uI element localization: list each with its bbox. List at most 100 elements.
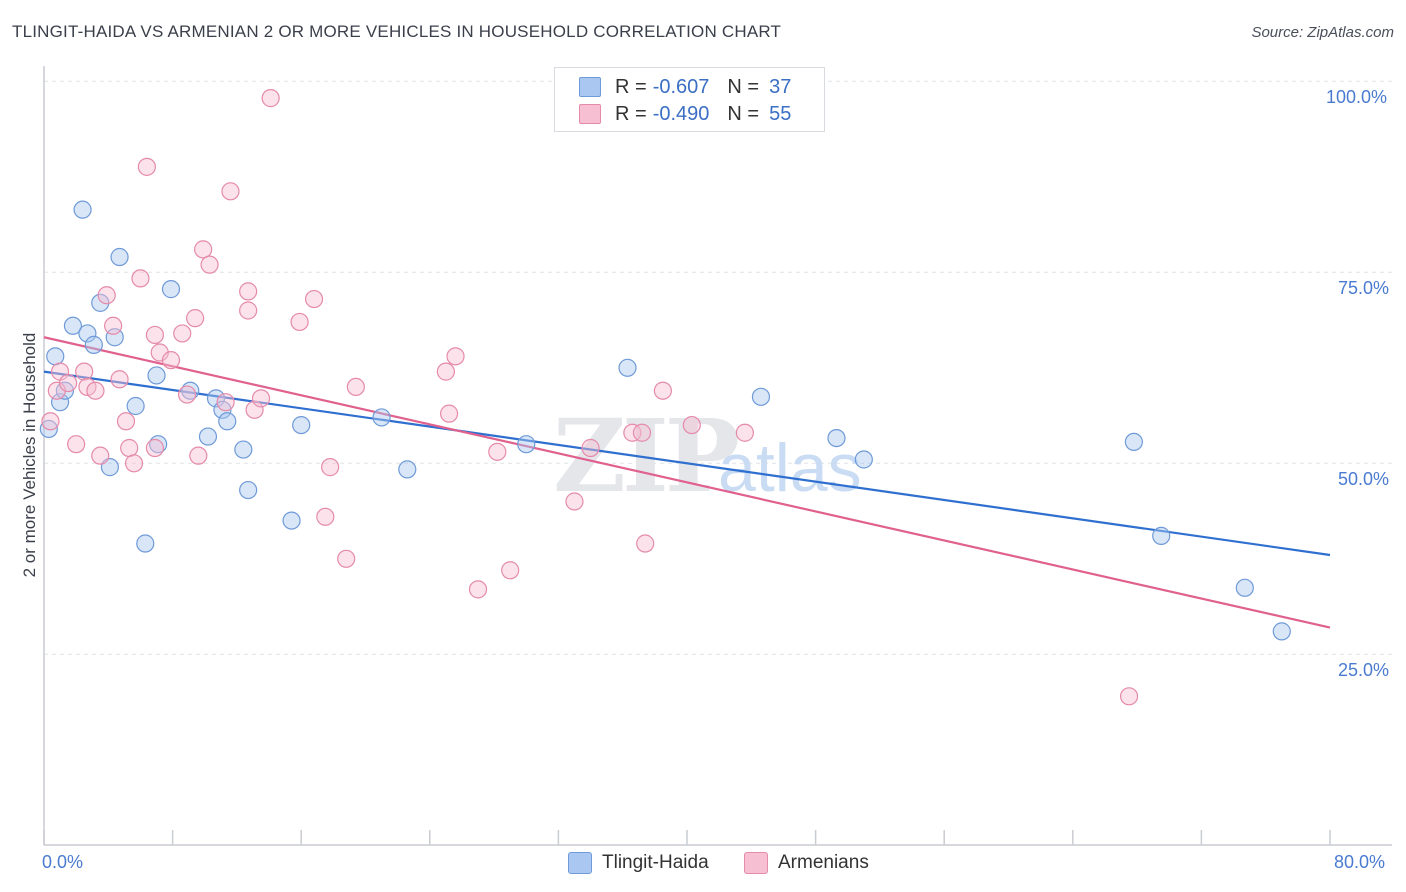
point-tlingit-haida xyxy=(198,427,218,446)
point-armenians xyxy=(1119,687,1139,706)
point-tlingit-haida xyxy=(50,393,70,412)
point-armenians xyxy=(304,289,324,309)
point-armenians xyxy=(316,507,335,526)
point-armenians xyxy=(200,255,219,274)
point-tlingit-haida xyxy=(161,280,181,299)
point-armenians xyxy=(145,438,165,458)
point-armenians xyxy=(653,381,672,400)
point-armenians xyxy=(436,362,455,381)
point-armenians xyxy=(682,416,701,435)
point-tlingit-haida xyxy=(218,412,237,431)
point-armenians xyxy=(581,438,600,458)
point-armenians xyxy=(251,389,271,408)
point-armenians xyxy=(632,423,652,442)
point-armenians xyxy=(86,381,105,400)
legend-item-armenians[interactable]: Armenians xyxy=(744,852,869,874)
point-armenians xyxy=(735,423,754,442)
point-armenians xyxy=(161,351,181,370)
point-tlingit-haida xyxy=(91,293,110,312)
chart-title: TLINGIT-HAIDA VS ARMENIAN 2 OR MORE VEHI… xyxy=(12,22,782,41)
point-armenians xyxy=(104,316,123,335)
legend-n-value: 37 xyxy=(769,75,792,98)
point-armenians xyxy=(131,269,150,288)
legend-r-label: R = xyxy=(615,75,647,98)
point-armenians xyxy=(346,377,365,396)
point-armenians xyxy=(186,309,205,328)
point-armenians xyxy=(245,400,264,419)
point-armenians xyxy=(97,286,116,305)
point-tlingit-haida xyxy=(827,428,846,448)
point-armenians xyxy=(116,412,136,431)
y-tick-75: 75.0% xyxy=(1338,278,1390,298)
trend-lines xyxy=(43,336,1331,629)
point-tlingit-haida xyxy=(1235,578,1254,597)
point-armenians xyxy=(446,347,465,366)
point-tlingit-haida xyxy=(46,347,65,366)
point-tlingit-haida xyxy=(1152,526,1171,545)
point-armenians xyxy=(636,534,655,553)
point-armenians xyxy=(216,393,235,412)
point-armenians xyxy=(488,442,507,461)
point-tlingit-haida xyxy=(105,328,124,347)
point-armenians xyxy=(177,385,197,404)
point-armenians xyxy=(239,282,258,301)
point-armenians xyxy=(59,373,78,393)
point-armenians xyxy=(67,435,86,454)
legend-row-tlingit: R = -0.607 N = 37 xyxy=(579,74,791,100)
point-armenians xyxy=(321,458,340,477)
legend-n-label: N = xyxy=(727,75,760,98)
legend-n-label: N = xyxy=(727,102,760,125)
point-tlingit-haida xyxy=(1272,622,1291,641)
point-armenians xyxy=(41,412,60,431)
point-tlingit-haida xyxy=(78,324,97,343)
point-tlingit-haida xyxy=(751,387,771,406)
legend-swatch-blue xyxy=(579,77,601,97)
point-armenians xyxy=(221,182,240,201)
point-armenians xyxy=(468,580,488,599)
legend-label: Armenians xyxy=(778,852,869,873)
point-tlingit-haida xyxy=(618,358,637,377)
point-tlingit-haida xyxy=(63,316,83,335)
point-tlingit-haida xyxy=(73,200,92,219)
legend-swatch-pink xyxy=(744,852,768,874)
point-tlingit-haida xyxy=(1124,432,1143,452)
point-armenians xyxy=(110,370,129,389)
point-tlingit-haida xyxy=(110,247,129,267)
source-credit: Source: ZipAtlas.com xyxy=(1251,24,1394,41)
y-tick-50: 50.0% xyxy=(1338,469,1390,489)
point-armenians xyxy=(565,492,584,511)
legend-swatch-blue xyxy=(568,852,592,874)
point-tlingit-haida xyxy=(854,450,873,469)
point-tlingit-haida xyxy=(126,396,145,416)
x-tick-min: 0.0% xyxy=(42,852,84,872)
gridlines xyxy=(44,80,1392,655)
point-armenians xyxy=(239,301,258,320)
legend-item-tlingit-haida[interactable]: Tlingit-Haida xyxy=(568,852,709,874)
point-armenians xyxy=(120,438,139,458)
point-tlingit-haida xyxy=(234,440,253,459)
point-tlingit-haida xyxy=(282,511,301,530)
point-armenians xyxy=(145,325,165,345)
point-armenians xyxy=(337,549,356,568)
y-tick-25: 25.0% xyxy=(1338,660,1390,680)
point-armenians xyxy=(439,404,459,423)
legend-n-value: 55 xyxy=(769,102,792,125)
point-tlingit-haida xyxy=(398,460,417,479)
point-armenians xyxy=(623,423,642,442)
point-armenians xyxy=(173,324,192,343)
point-tlingit-haida xyxy=(292,416,311,435)
stats-legend: R = -0.607 N = 37 R = -0.490 N = 55 xyxy=(554,67,825,132)
point-tlingit-haida xyxy=(39,419,58,439)
x-tick-max: 80.0% xyxy=(1334,852,1386,872)
legend-r-value: -0.607 xyxy=(652,75,710,98)
point-armenians xyxy=(91,446,110,465)
legend-r-value: -0.490 xyxy=(652,102,710,125)
legend-r-label: R = xyxy=(615,102,647,125)
point-tlingit-haida xyxy=(372,408,391,427)
legend-label: Tlingit-Haida xyxy=(602,852,709,873)
point-armenians xyxy=(137,157,156,176)
watermark: ZIP atlas xyxy=(553,397,862,515)
point-armenians xyxy=(189,446,208,465)
point-tlingit-haida xyxy=(84,335,103,354)
